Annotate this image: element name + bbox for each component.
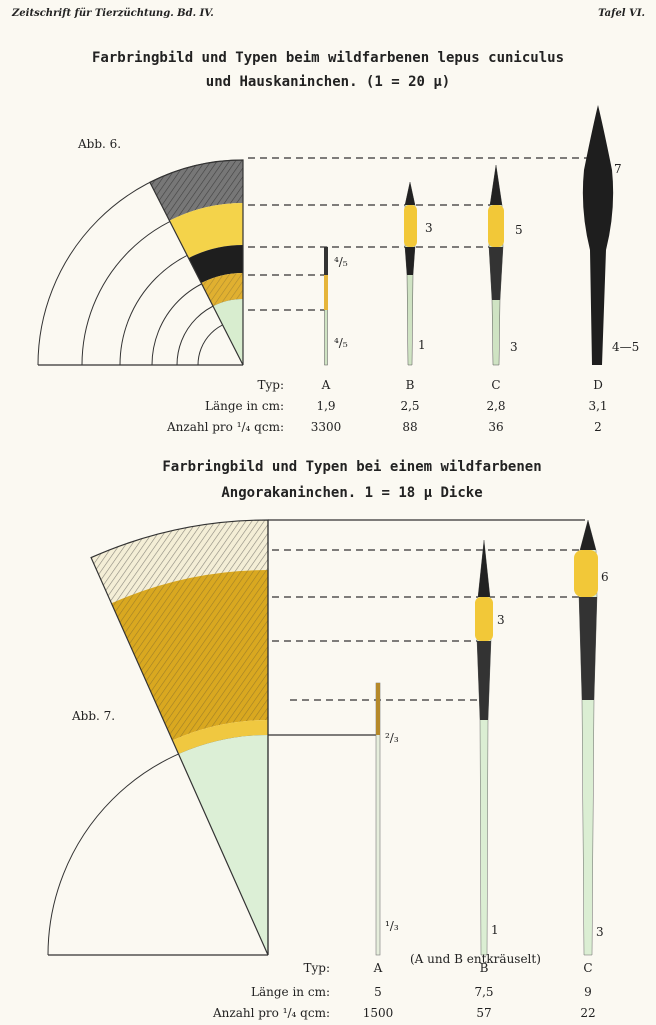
hairs xyxy=(324,105,614,366)
ring-hatch xyxy=(201,273,243,307)
hairs xyxy=(375,519,598,956)
hair-label: ⁴/₅ xyxy=(334,336,348,350)
hair-label: 4—5 xyxy=(612,340,639,354)
figure-label: Abb. 7. xyxy=(71,709,115,723)
row-label: Länge in cm: xyxy=(251,985,330,999)
table-cell: 2,5 xyxy=(400,399,419,413)
table-cell: 9 xyxy=(584,985,592,999)
hair-label: 3 xyxy=(510,340,518,354)
row-label: Typ: xyxy=(303,961,330,975)
title: und Hauskaninchen. (1 = 20 μ) xyxy=(206,74,450,90)
hair-label: ¹/₃ xyxy=(385,919,399,933)
hair-label: 7 xyxy=(614,162,622,176)
table: Typ: A B C D Länge in cm: 1,9 2,5 2,8 3,1 Anzahl p… xyxy=(166,378,608,434)
row-label: Anzahl pro ¹/₄ qcm: xyxy=(212,1006,330,1020)
hair-label: ⁴/₅ xyxy=(334,255,348,269)
ring-band xyxy=(169,203,243,259)
table-cell: 3300 xyxy=(311,420,342,434)
title: Farbringbild und Typen beim wildfarbenen… xyxy=(92,50,564,66)
hair-label: 1 xyxy=(491,923,499,937)
hair-label: 3 xyxy=(497,613,505,627)
plate-number: Tafel VI. xyxy=(598,8,645,19)
table-cell: C xyxy=(491,378,500,392)
table-cell: 7,5 xyxy=(474,985,493,999)
table-cell: 2,8 xyxy=(486,399,505,413)
ring-diagram xyxy=(37,159,244,366)
hair-label: 3 xyxy=(425,221,433,235)
row-label: Anzahl pro ¹/₄ qcm: xyxy=(166,420,284,434)
guide-lines xyxy=(268,519,588,736)
table-cell: B xyxy=(480,961,489,975)
table-cell: 88 xyxy=(402,420,417,434)
table-cell: 1500 xyxy=(363,1006,394,1020)
wedge-edge xyxy=(90,519,269,956)
row-label: Typ: xyxy=(257,378,284,392)
row-label: Länge in cm: xyxy=(205,399,284,413)
table-cell: 3,1 xyxy=(588,399,607,413)
table-cell: 22 xyxy=(580,1006,595,1020)
title: Angorakaninchen. 1 = 18 μ Dicke xyxy=(221,485,482,501)
table-cell: 36 xyxy=(488,420,503,434)
guide-lines xyxy=(248,157,598,311)
title: Farbringbild und Typen bei einem wildfar… xyxy=(162,459,541,475)
figure-label: Abb. 6. xyxy=(77,137,121,151)
table: Typ: A B C Länge in cm: 5 7,5 9 Anzahl pro ¹/₄ q… xyxy=(212,961,596,1020)
hair-label: ²/₃ xyxy=(385,731,399,745)
table-cell: A xyxy=(321,378,331,392)
ring-band xyxy=(213,299,243,365)
ring-band xyxy=(178,735,268,955)
ring-band xyxy=(172,720,268,755)
ring-band xyxy=(188,245,243,284)
table-cell: D xyxy=(593,378,603,392)
ring-diagram xyxy=(47,519,269,956)
table-cell: 2 xyxy=(594,420,602,434)
table-cell: 5 xyxy=(374,985,382,999)
table-cell: A xyxy=(373,961,383,975)
wedge-edge xyxy=(149,159,244,366)
note: (A und B entkräuselt) xyxy=(410,952,541,966)
hair-label: 6 xyxy=(601,570,609,584)
table-cell: C xyxy=(583,961,592,975)
table-cell: 1,9 xyxy=(316,399,335,413)
ring-hatch xyxy=(149,160,243,221)
hair-label: 3 xyxy=(596,925,604,939)
table-cell: 57 xyxy=(476,1006,491,1020)
table-cell: B xyxy=(406,378,415,392)
hair-label: 5 xyxy=(515,223,523,237)
journal: Zeitschrift für Tierzüchtung. Bd. IV. xyxy=(11,8,214,19)
ring-hatch xyxy=(111,570,268,741)
hair-label: 1 xyxy=(418,338,426,352)
